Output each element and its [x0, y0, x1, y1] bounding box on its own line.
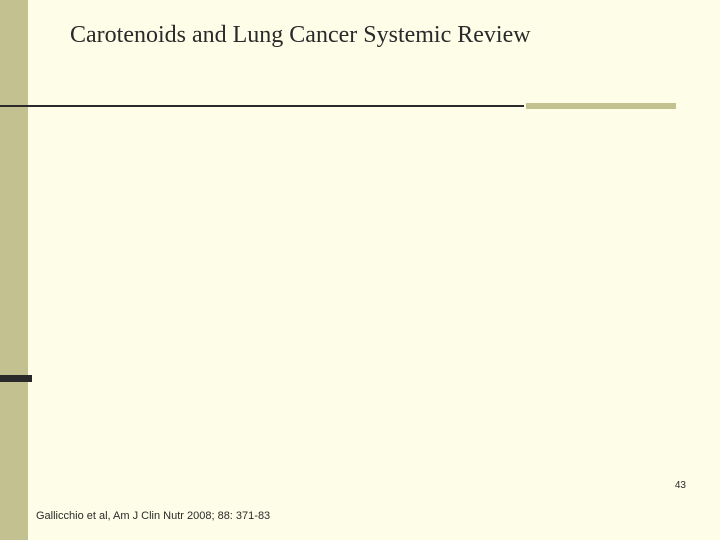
citation: Gallicchio et al, Am J Clin Nutr 2008; 8…	[36, 510, 270, 522]
horizontal-rule	[0, 105, 524, 107]
slide: Carotenoids and Lung Cancer Systemic Rev…	[0, 0, 720, 540]
rule-accent	[526, 103, 676, 109]
page-number: 43	[675, 480, 686, 491]
slide-background	[0, 0, 720, 540]
sidebar-band	[0, 0, 28, 540]
slide-title: Carotenoids and Lung Cancer Systemic Rev…	[70, 22, 531, 49]
side-tick	[0, 375, 32, 382]
